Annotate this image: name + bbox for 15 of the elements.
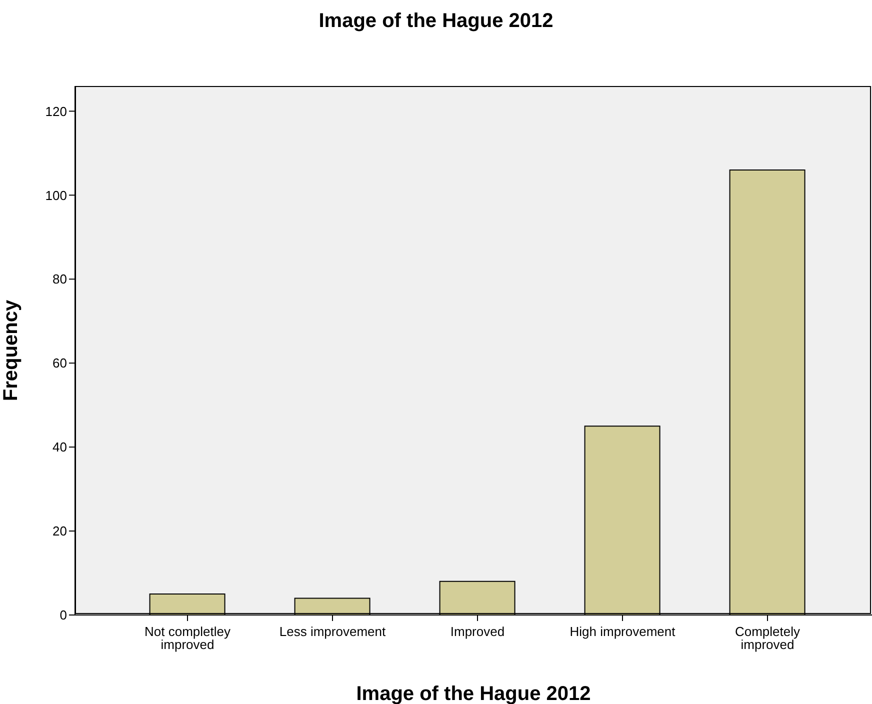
x-tick-label: Less improvement: [279, 624, 386, 640]
y-tick-label: 120: [45, 104, 67, 119]
x-tick-label: High improvement: [570, 624, 676, 640]
y-axis-title: Frequency: [0, 299, 22, 402]
y-tick-label: 0: [60, 608, 67, 623]
x-tick-label: Not completley improved: [144, 624, 231, 652]
y-tick-label: 60: [52, 356, 67, 371]
x-tick-label: Improved: [450, 624, 505, 640]
chart-title: Image of the Hague 2012: [318, 10, 554, 33]
y-tick-label: 20: [52, 524, 67, 539]
x-tick-label: Completely improved: [734, 624, 801, 652]
y-tick-label: 100: [45, 188, 67, 203]
y-tick-label: 40: [52, 440, 67, 455]
y-tick-label: 80: [52, 272, 67, 287]
x-axis-title: Image of the Hague 2012: [356, 683, 591, 704]
